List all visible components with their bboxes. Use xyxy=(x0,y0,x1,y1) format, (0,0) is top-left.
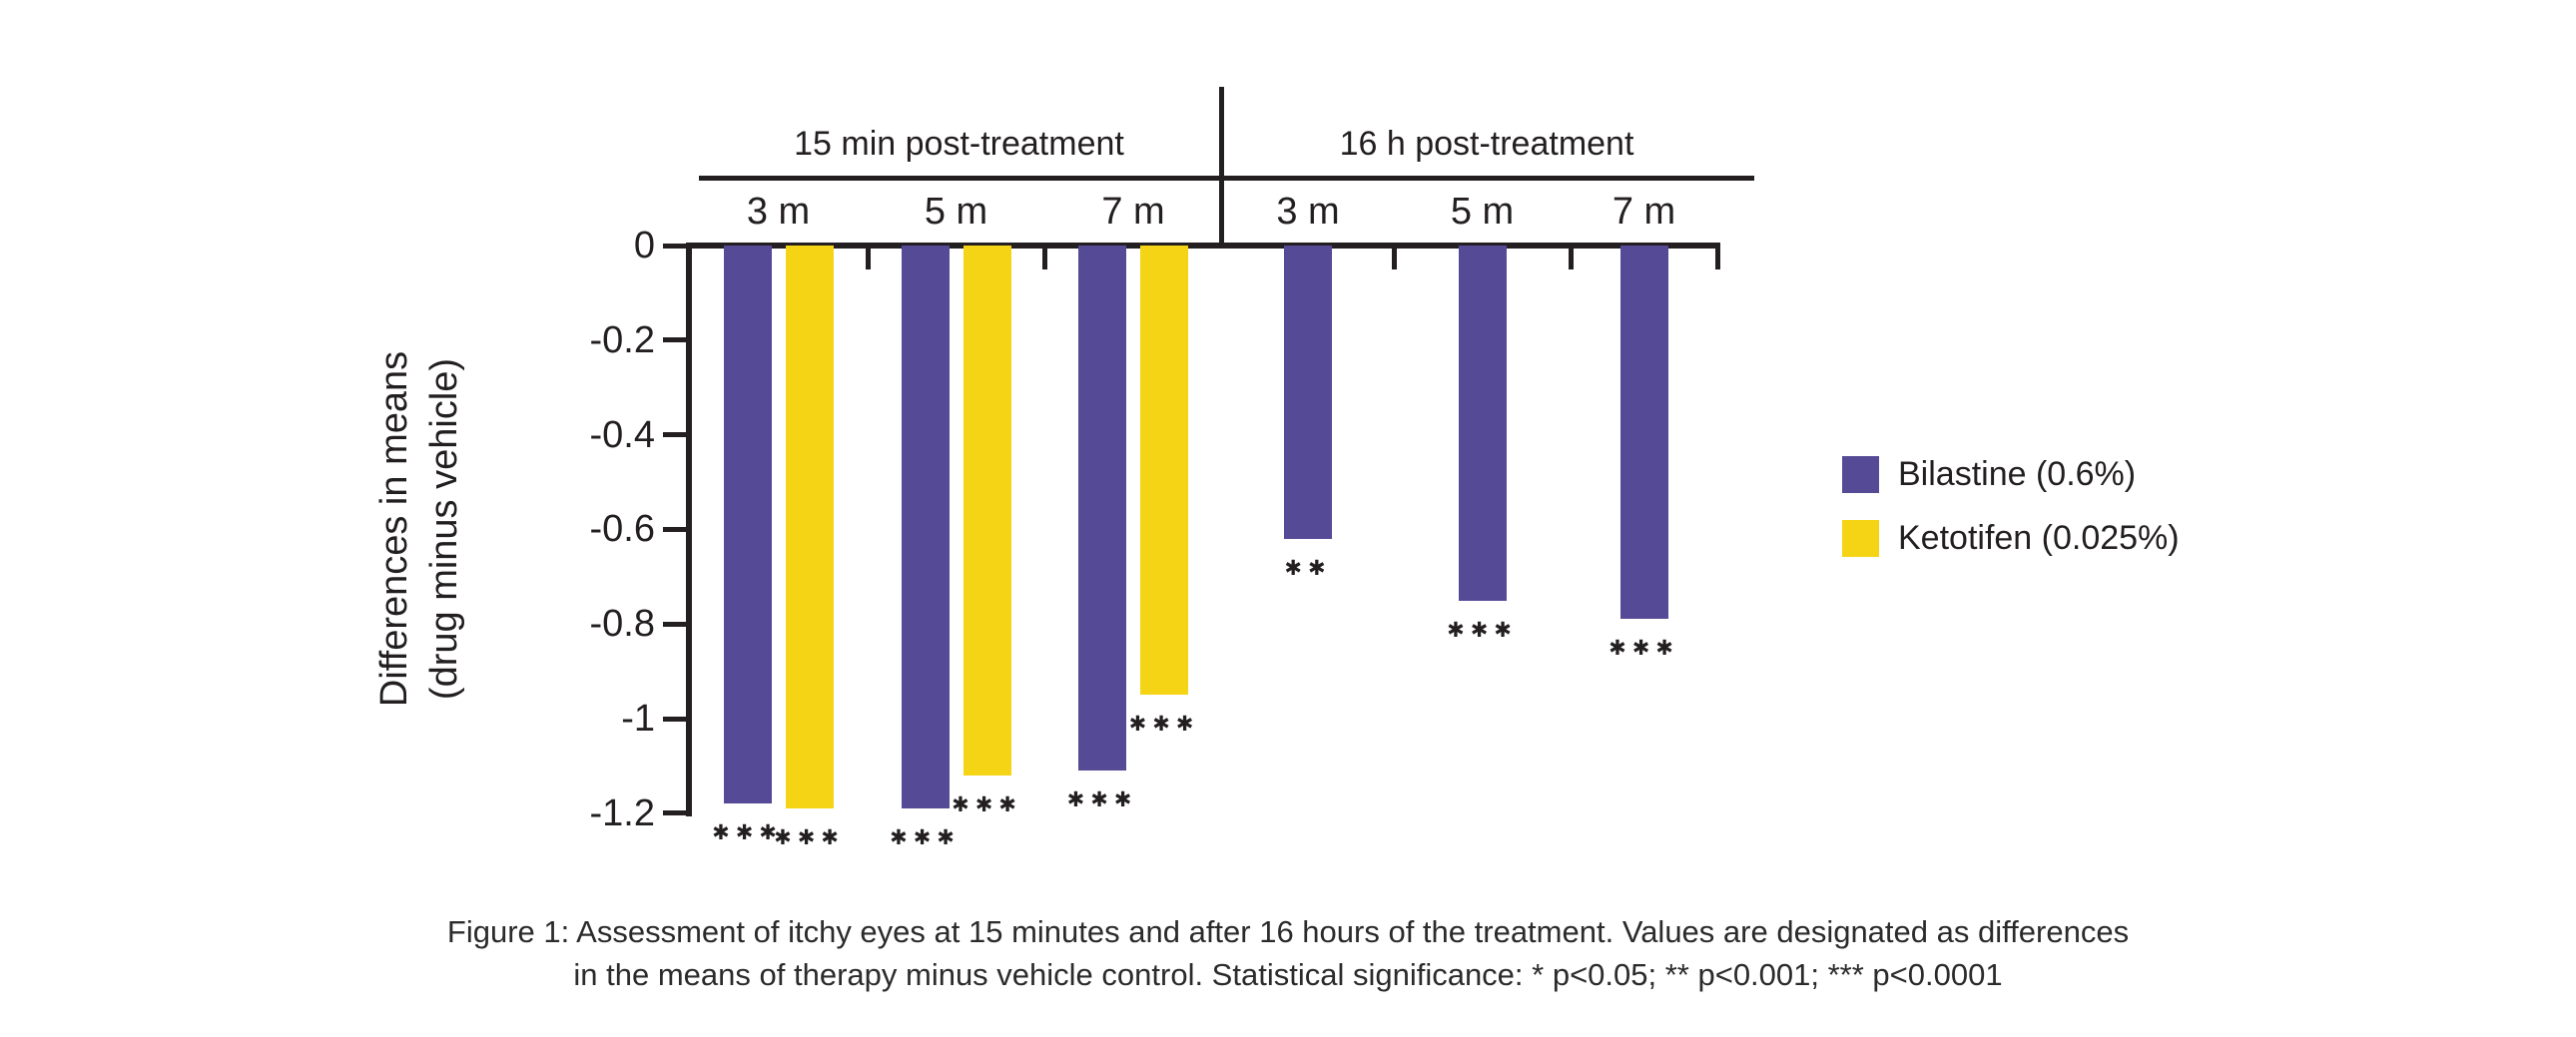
y-axis-tick-label: -0.6 xyxy=(589,508,655,551)
bar-bilastine-group1-7m xyxy=(1078,246,1126,772)
significance-label: ✱✱✱ xyxy=(952,791,1022,816)
significance-label: ✱✱ xyxy=(1284,555,1332,580)
bar-ketotifen-group1-5m xyxy=(963,246,1011,776)
y-axis-tick xyxy=(663,526,689,532)
x-axis-tick xyxy=(1714,246,1720,269)
bilastine-color-swatch xyxy=(1842,455,1879,493)
category-label: 7 m xyxy=(1101,191,1165,233)
ketotifen-color-swatch xyxy=(1842,519,1879,557)
category-label: 3 m xyxy=(746,191,811,233)
category-label: 5 m xyxy=(924,191,988,233)
category-label: 7 m xyxy=(1611,191,1676,233)
legend-label-bilastine: Bilastine (0.6%) xyxy=(1898,455,2137,493)
y-axis-tick-label: -0.8 xyxy=(589,603,655,646)
x-axis-tick xyxy=(865,246,871,269)
figure-caption-line1: Figure 1: Assessment of itchy eyes at 15… xyxy=(446,914,2130,949)
bar-bilastine-group1-3m xyxy=(723,246,772,804)
legend-item-ketotifen: Ketotifen (0.025%) xyxy=(1842,519,2180,557)
y-axis-tick xyxy=(663,243,689,249)
y-axis-tick-label: 0 xyxy=(633,225,655,266)
bar-ketotifen-group1-3m xyxy=(785,246,834,809)
figure-caption: Figure 1: Assessment of itchy eyes at 15… xyxy=(290,910,2286,996)
bar-bilastine-group2-3m xyxy=(1284,246,1332,539)
y-axis-tick xyxy=(663,810,689,816)
group-header-label: 16 h post-treatment xyxy=(1339,125,1634,163)
category-label: 5 m xyxy=(1450,191,1515,233)
y-axis-tick-label: -1 xyxy=(621,698,655,740)
y-axis-tick-label: -0.2 xyxy=(589,318,655,361)
y-axis-tick-label: -0.4 xyxy=(589,413,655,456)
significance-label: ✱✱✱ xyxy=(1447,617,1518,642)
category-label: 3 m xyxy=(1276,191,1340,233)
significance-label: ✱✱✱ xyxy=(1066,787,1138,812)
group-header-label: 15 min post-treatment xyxy=(794,125,1124,163)
x-axis-tick xyxy=(1568,246,1574,269)
significance-label: ✱✱✱ xyxy=(890,825,961,850)
figure-caption-line2: in the means of therapy minus vehicle co… xyxy=(573,957,2003,992)
y-axis-tick-label: -1.2 xyxy=(589,791,655,834)
y-axis-tick xyxy=(663,432,689,438)
bar-bilastine-group2-5m xyxy=(1458,246,1507,601)
y-axis-tick xyxy=(663,337,689,343)
significance-label: ✱✱✱ xyxy=(774,825,845,850)
y-axis-tick xyxy=(663,621,689,627)
bar-bilastine-group1-5m xyxy=(901,246,950,809)
x-axis-tick xyxy=(1391,246,1397,269)
legend-label-ketotifen: Ketotifen (0.025%) xyxy=(1898,519,2180,557)
y-axis-line xyxy=(686,243,692,816)
group-divider-line xyxy=(1219,87,1224,246)
chart-legend: Bilastine (0.6%) Ketotifen (0.025%) xyxy=(1842,455,2180,583)
bar-bilastine-group2-7m xyxy=(1619,246,1668,620)
group-header-rule xyxy=(699,176,1754,181)
x-axis-line xyxy=(686,243,1720,249)
y-axis-tick xyxy=(663,716,689,722)
x-axis-tick xyxy=(1041,246,1047,269)
significance-label: ✱✱✱ xyxy=(1128,712,1200,737)
significance-label: ✱✱✱ xyxy=(1609,636,1679,661)
bar-ketotifen-group1-7m xyxy=(1140,246,1188,696)
legend-item-bilastine: Bilastine (0.6%) xyxy=(1842,455,2180,493)
significance-label: ✱✱✱ xyxy=(712,820,783,845)
